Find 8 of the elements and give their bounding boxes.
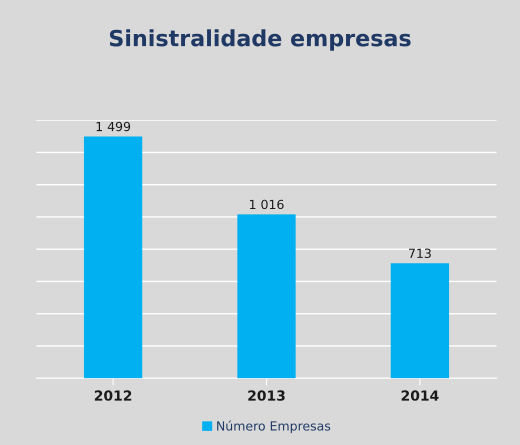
x-tick-label: 2013 <box>248 390 285 401</box>
chart-title: Sinistralidade empresas <box>110 29 411 51</box>
x-tick-label: 2014 <box>402 390 439 401</box>
data-label: 713 <box>408 248 431 258</box>
x-tick-label: 2012 <box>94 390 132 401</box>
legend-label: Número Empresas <box>217 420 330 434</box>
data-label: 1 499 <box>96 122 130 132</box>
data-label: 1 016 <box>250 200 284 210</box>
